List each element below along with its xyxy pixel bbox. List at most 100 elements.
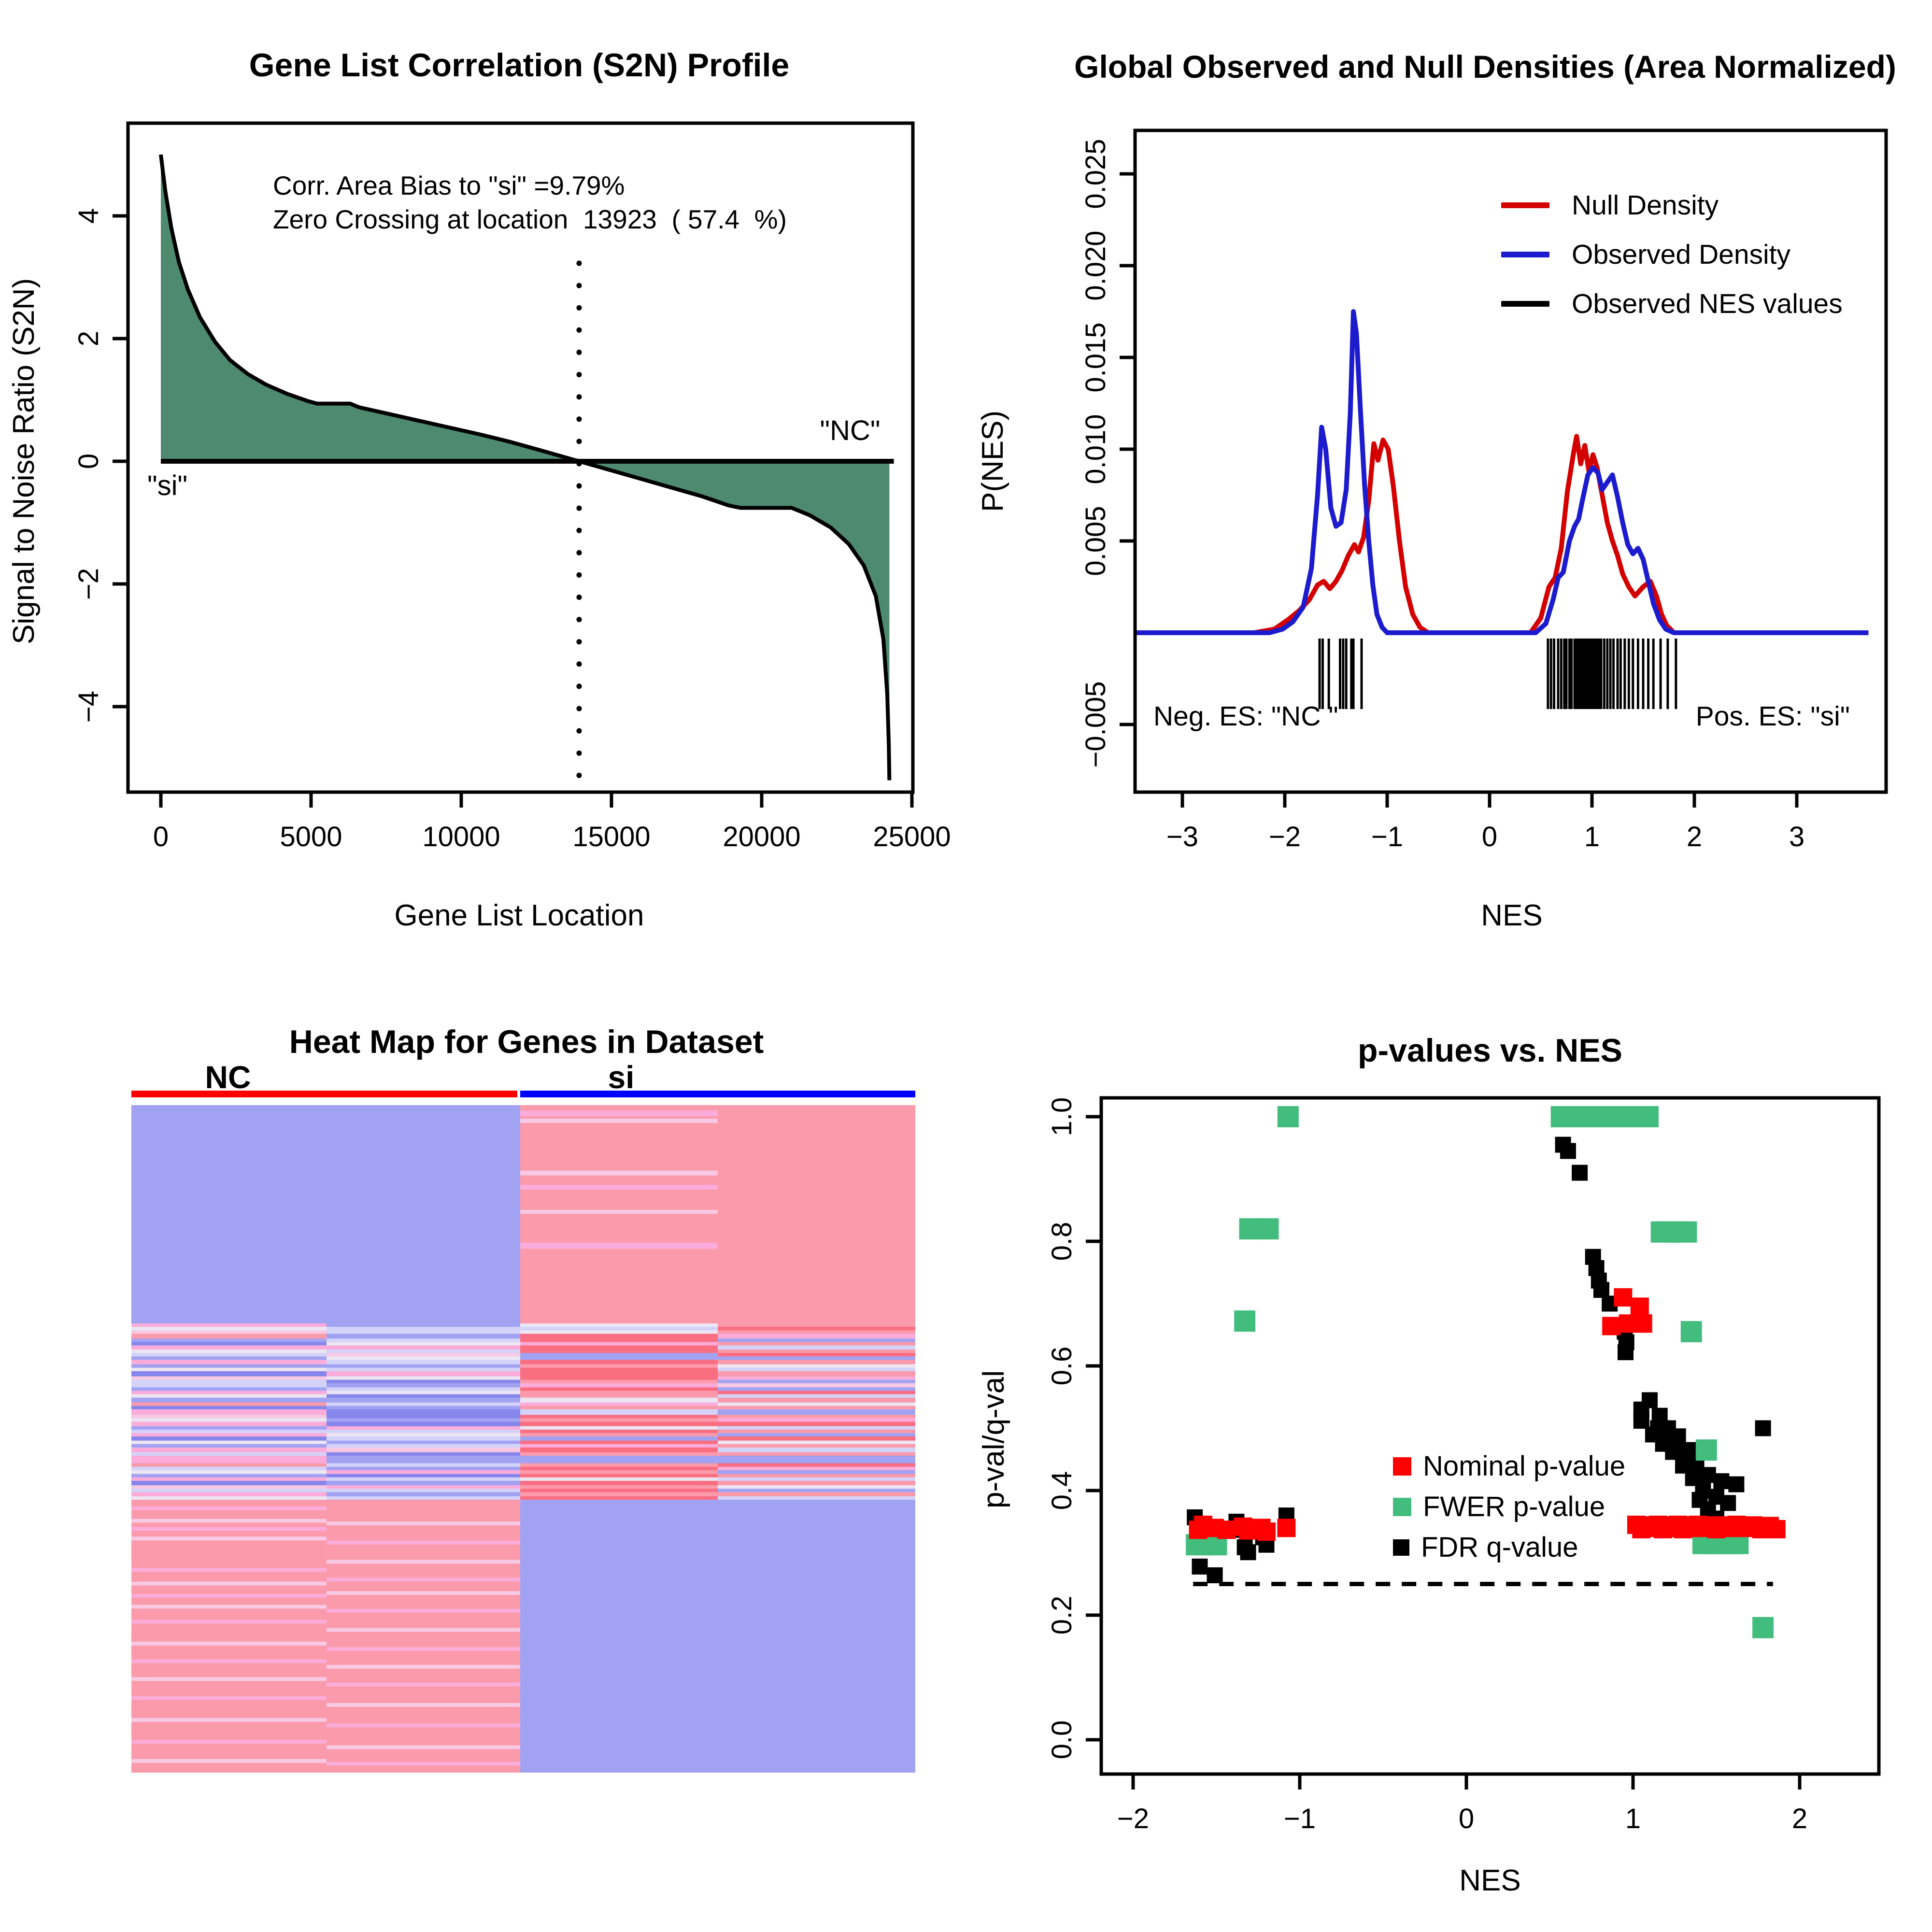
x-tick-label: −1 [1371, 821, 1403, 852]
heatmap-row-cell [520, 1360, 718, 1365]
s2n-annotation-corr-bias: Corr. Area Bias to "si" =9.79% [273, 170, 625, 200]
x-tick-label: −2 [1117, 1803, 1149, 1834]
fwer-pvalue-point [1695, 1439, 1717, 1461]
heatmap-row-cell [718, 1394, 915, 1398]
fwer-pvalue-swatch [1393, 1497, 1411, 1516]
heatmap-row-cell [131, 1470, 327, 1475]
heatmap-stripe [520, 1184, 718, 1190]
heatmap-stripe [327, 1540, 520, 1545]
heatmap-row-cell [520, 1474, 718, 1478]
heatmap-stripe [131, 1740, 327, 1744]
observed-density-legend-label: Observed Density [1572, 239, 1791, 270]
heatmap-row-cell [131, 1327, 327, 1331]
heatmap-row-cell [131, 1496, 327, 1500]
heatmap-plot [131, 1091, 915, 1773]
pvals-y-axis-label: p-val/q-val [977, 1370, 1010, 1508]
heatmap-row-cell [520, 1402, 718, 1406]
heatmap-stripe [131, 1581, 327, 1586]
heatmap-row-cell [131, 1397, 327, 1403]
heatmap-row-cell [718, 1376, 915, 1380]
heatmap-row-cell [520, 1429, 718, 1434]
null-density-legend-label: Null Density [1572, 190, 1719, 221]
heatmap-stripe [131, 1605, 327, 1609]
heatmap-row-cell [327, 1334, 520, 1339]
pvalues-plot: −2 −1 0 1 2 0.0 0.2 0.4 0.6 0.8 1.0 [1046, 1096, 1881, 1834]
plot-frame [1099, 1096, 1881, 1776]
heatmap-row-cell [718, 1402, 915, 1406]
heatmap-row-cell [520, 1397, 718, 1403]
s2n-curve [159, 154, 892, 781]
heatmap-row-cell [327, 1415, 520, 1419]
y-tick-label: 0 [73, 454, 104, 469]
fdr-qvalue-point [1560, 1143, 1576, 1159]
heatmap-row-cell [718, 1415, 915, 1419]
s2n-x-axis-label: Gene List Location [394, 899, 644, 932]
heatmap-row-cell [520, 1440, 718, 1445]
fwer-pvalue-point [1277, 1106, 1299, 1127]
heatmap-row-cell [520, 1330, 718, 1334]
heatmap-row-cell [327, 1436, 520, 1441]
fdr-qvalue-point [1755, 1420, 1771, 1436]
heatmap-row-cell [520, 1350, 718, 1353]
heatmap-row-cell [520, 1409, 718, 1415]
heatmap-row-cell [131, 1418, 327, 1422]
s2n-profile-plot: 0 5000 10000 15000 20000 25000 −4 −2 0 2 4 [73, 121, 951, 852]
heatmap-stripe [131, 1527, 327, 1531]
heatmap-stripe [131, 1506, 327, 1511]
pvals-x-axis-label: NES [1459, 1864, 1521, 1897]
heatmap-row-cell [131, 1345, 327, 1350]
nominal-pvalue-swatch [1393, 1457, 1411, 1476]
heatmap-stripe [520, 1110, 718, 1117]
heatmap-row-cell [327, 1485, 520, 1489]
s2n-title: Gene List Correlation (S2N) Profile [249, 47, 790, 84]
heatmap-row-cell [718, 1367, 915, 1372]
heatmap-row-cell [520, 1327, 718, 1331]
fdr-qvalue-point [1720, 1495, 1736, 1511]
heatmap-row-cell [718, 1418, 915, 1422]
heatmap-row-cell [327, 1376, 520, 1380]
heatmap-row-cell [520, 1367, 718, 1372]
heatmap-row-cell [131, 1330, 327, 1334]
heatmap-row-cell [520, 1342, 718, 1346]
x-tick-label: 10000 [422, 821, 500, 852]
heatmap-stripe [327, 1628, 520, 1632]
x-tick-label: 1 [1584, 821, 1600, 852]
heatmap-row-cell [327, 1364, 520, 1368]
heatmap-row-cell [327, 1409, 520, 1415]
heatmap-title: Heat Map for Genes in Dataset [289, 1023, 764, 1060]
heatmap-row-cell [131, 1402, 327, 1406]
heatmap-row-cell [520, 1394, 718, 1398]
fdr-qvalue-point [1572, 1165, 1588, 1181]
y-tick-label: 0.010 [1080, 414, 1111, 484]
heatmap-row-cell [718, 1397, 915, 1403]
fdr-qvalue-point [1665, 1444, 1681, 1460]
heatmap-row-cell [718, 1463, 915, 1467]
heatmap-row-cell [327, 1353, 520, 1357]
y-tick-label: 4 [73, 208, 104, 224]
fwer-pvalue-point [1637, 1106, 1659, 1127]
nominal-pvalue-legend-label: Nominal p-value [1423, 1450, 1626, 1482]
heatmap-stripe [520, 1119, 718, 1123]
heatmap-row-cell [131, 1409, 327, 1415]
class-bar-si [520, 1091, 915, 1097]
heatmap-row-cell [327, 1480, 520, 1486]
heatmap-stripe [131, 1696, 327, 1700]
x-tick-label: 15000 [572, 821, 650, 852]
heatmap-row-cell [718, 1391, 915, 1395]
heatmap-stripe [131, 1519, 327, 1523]
heatmap-row-cell [520, 1426, 718, 1430]
y-tick-label: 0.005 [1080, 506, 1111, 576]
heatmap-row-cell [520, 1463, 718, 1467]
heatmap-stripe [327, 1521, 520, 1526]
y-tick-label: 0.015 [1080, 322, 1111, 392]
fdr-qvalue-point [1670, 1428, 1686, 1445]
heatmap-stripe [131, 1536, 327, 1541]
heatmap-top-si-block [520, 1105, 915, 1323]
observed-density-curve [1136, 309, 1869, 635]
densities-plot: −3 −2 −1 0 1 2 3 −0.005 0.005 0.010 0.015 0.020 0.02… [1080, 128, 1888, 852]
pvals-legend-fwer: FWER p-value [1393, 1491, 1605, 1523]
heatmap-row-cell [327, 1360, 520, 1365]
x-tick-label: −2 [1269, 821, 1301, 852]
heatmap-row-cell [520, 1383, 718, 1388]
